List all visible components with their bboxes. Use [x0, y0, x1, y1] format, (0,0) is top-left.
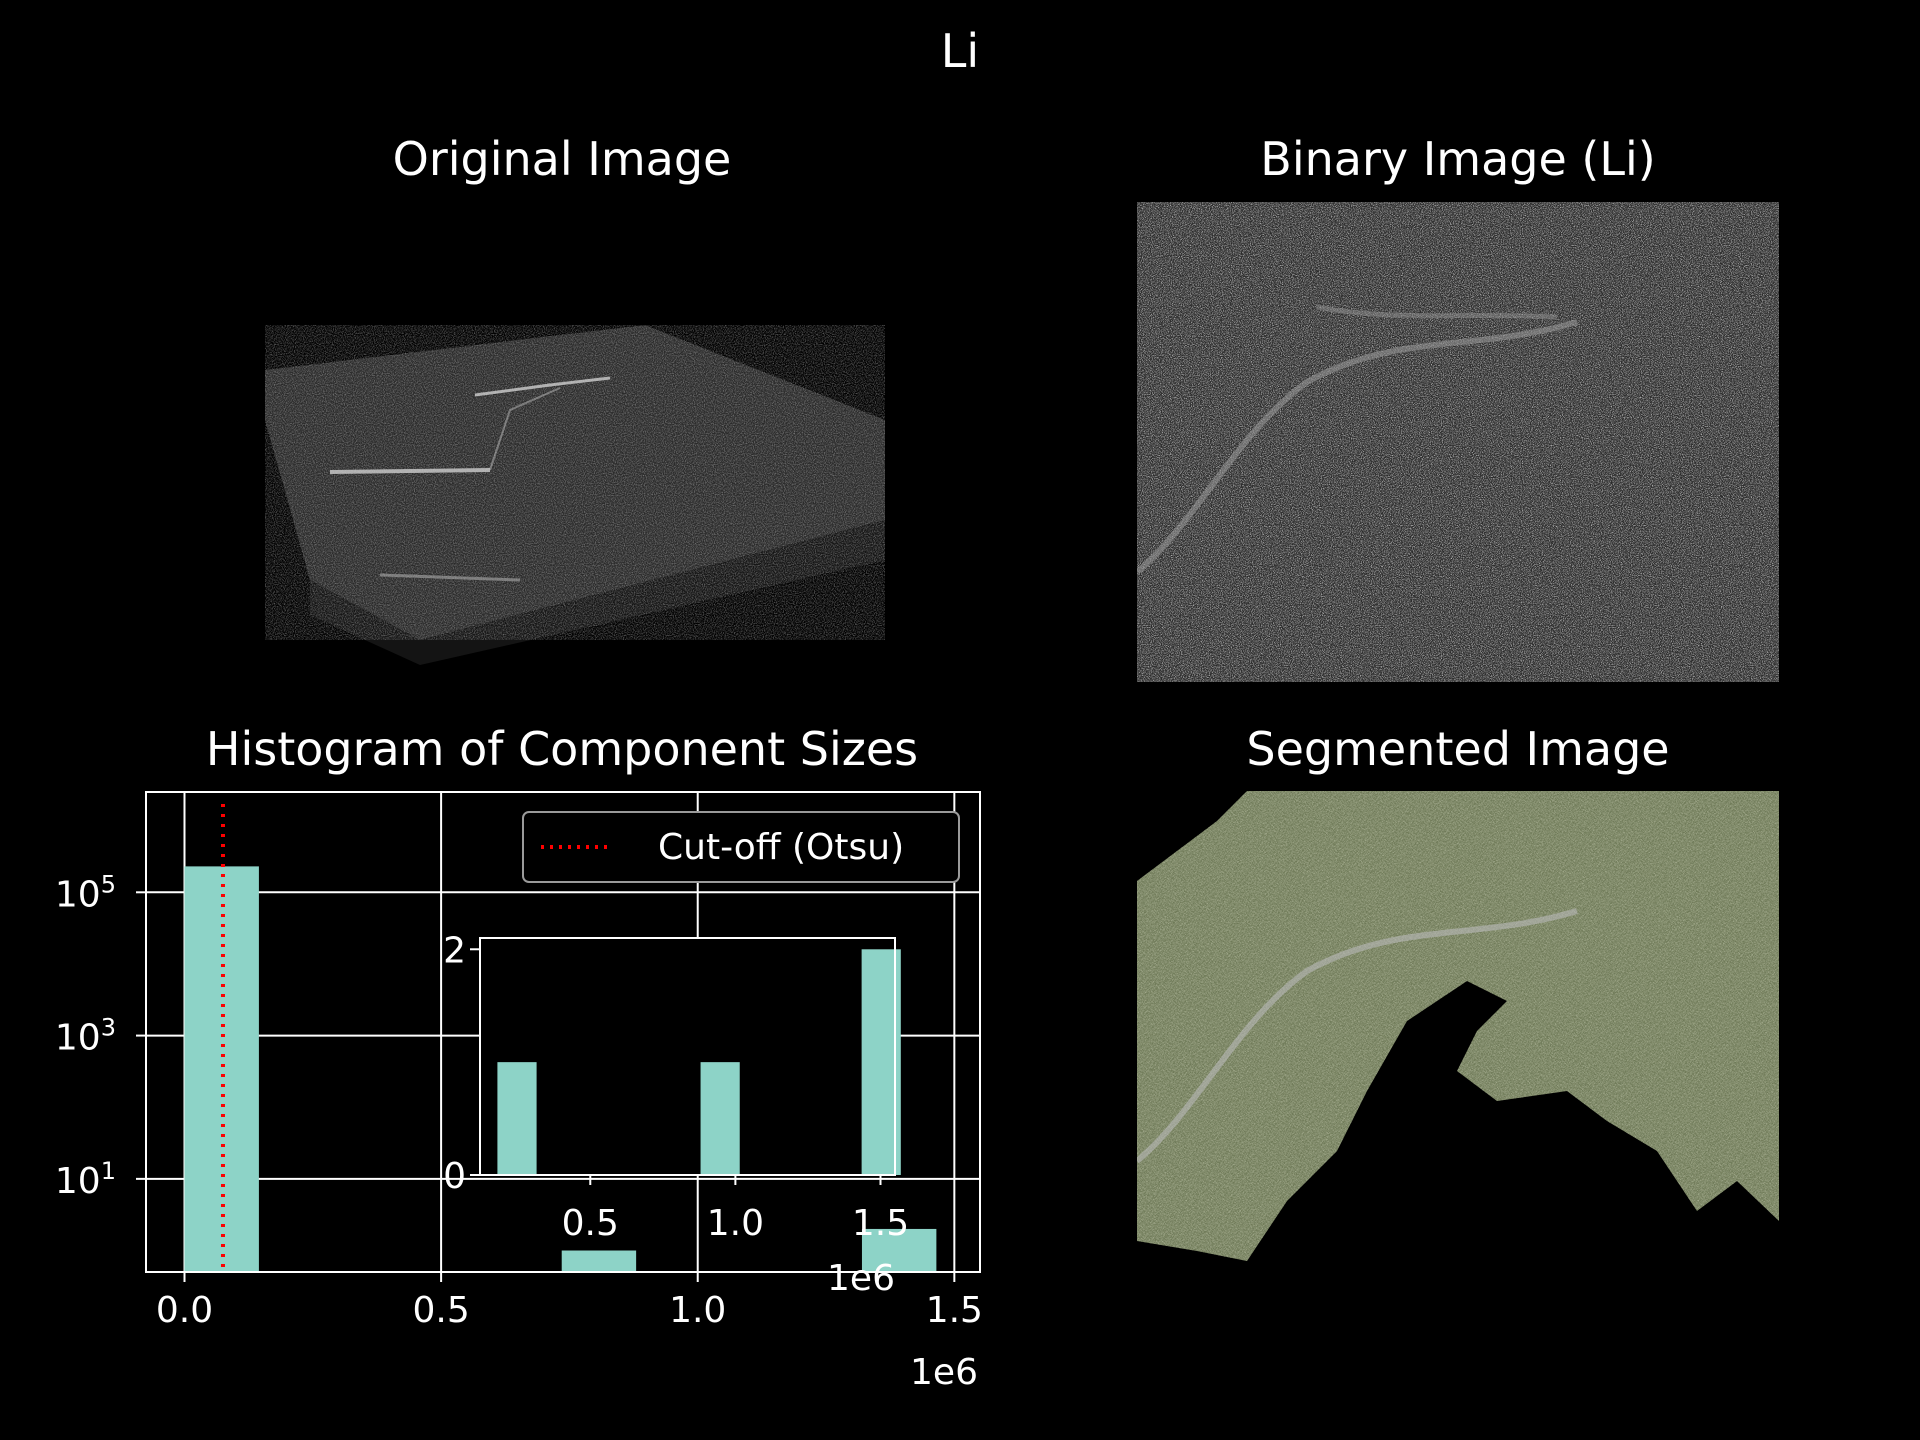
inset-frame	[479, 937, 896, 1176]
original-image-title: Original Image	[392, 132, 732, 186]
histogram-frame	[145, 791, 981, 1273]
inset-fill	[480, 938, 895, 1175]
inset-background	[480, 938, 895, 1175]
figure-suptitle: Li	[940, 24, 980, 78]
histogram-title: Histogram of Component Sizes	[205, 722, 919, 776]
histogram-bar	[561, 1250, 637, 1272]
histogram-bar	[184, 866, 259, 1272]
histogram-axes	[145, 791, 981, 1273]
binary-image	[1137, 202, 1779, 682]
inset-axes	[479, 937, 896, 1176]
inset-x-offset-label: 1e6	[827, 1258, 895, 1299]
streak-line	[329, 468, 491, 474]
y-tick-label: 101	[55, 1157, 116, 1202]
x-tick-label: 0.0	[156, 1290, 213, 1331]
histogram-y-ticks: 101 103 105	[55, 870, 146, 1202]
legend-label: Cut-off (Otsu)	[658, 827, 904, 868]
original-image	[265, 325, 885, 665]
histogram-x-ticks: 0.0 0.5 1.0 1.5	[156, 1272, 983, 1331]
legend: Cut-off (Otsu)	[522, 811, 960, 883]
y-tick-label: 105	[55, 870, 116, 915]
segmented-image-title: Segmented Image	[1246, 722, 1670, 776]
inset-y-tick-label: 2	[443, 930, 466, 971]
x-tick-label: 1.0	[669, 1290, 726, 1331]
inset-x-tick-label: 0.5	[562, 1203, 619, 1244]
inset-y-tick-label: 0	[443, 1156, 466, 1197]
inset-x-tick-label: 1.0	[707, 1203, 764, 1244]
inset-bar	[700, 1062, 740, 1175]
y-tick-label: 103	[55, 1014, 116, 1059]
inset-ticks: 0.5 1.0 1.5 0 2	[443, 930, 909, 1244]
x-tick-label: 1.5	[926, 1290, 983, 1331]
x-offset-label: 1e6	[910, 1352, 978, 1393]
legend-box	[522, 811, 960, 883]
binary-image-title: Binary Image (Li)	[1260, 132, 1656, 186]
histogram-chart: 0.0 0.5 1.0 1.5 101 103 105 0.5 1.0 1.5 0 2 Cut-o…	[55, 791, 983, 1393]
inset-x-tick-label: 1.5	[852, 1203, 909, 1244]
histogram-bar	[861, 1228, 937, 1272]
inset-bar	[497, 1062, 537, 1175]
segmented-image	[1137, 791, 1779, 1261]
x-tick-label: 0.5	[412, 1290, 469, 1331]
